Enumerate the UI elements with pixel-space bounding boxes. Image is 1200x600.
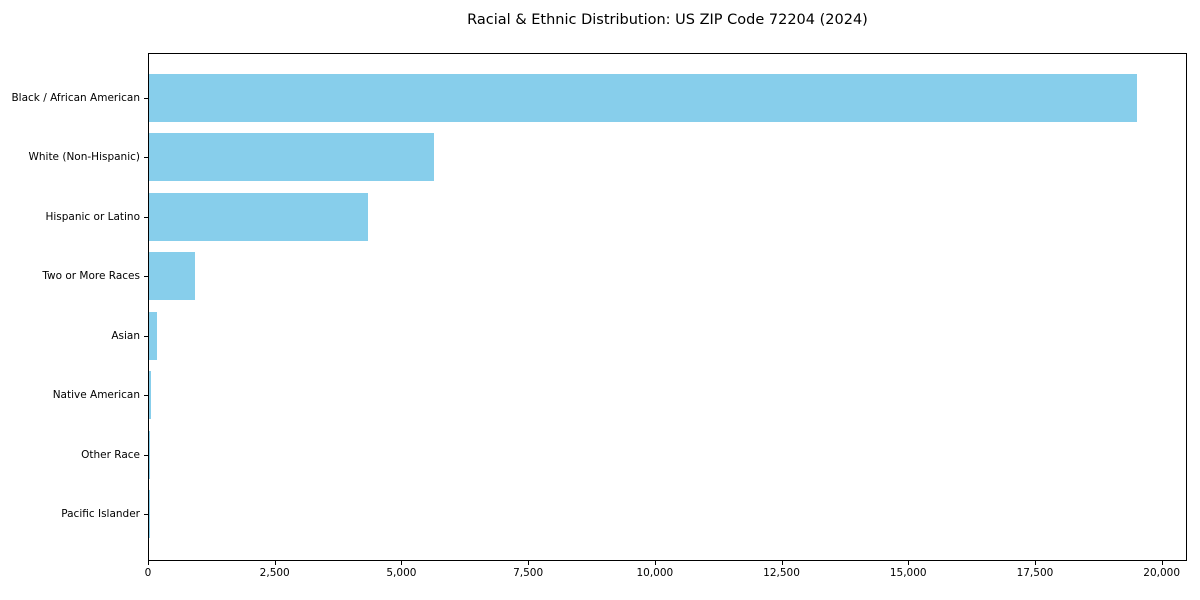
y-tick-mark: [144, 97, 148, 99]
y-tick-mark: [144, 335, 148, 337]
bar-asian: [149, 311, 157, 360]
y-tick-mark: [144, 276, 148, 278]
x-tick-mark: [401, 561, 403, 565]
y-tick-label-pacific-islander: Pacific Islander: [61, 508, 140, 521]
x-tick-label: 15,000: [889, 567, 927, 579]
x-tick-label: 17,500: [1016, 567, 1054, 579]
y-tick-mark: [144, 514, 148, 516]
x-tick-mark: [274, 561, 276, 565]
y-tick-label-hispanic-or-latino: Hispanic or Latino: [45, 210, 140, 223]
x-tick-label: 12,500: [763, 567, 800, 579]
x-tick-mark: [781, 561, 783, 565]
bar-white-non-hispanic: [149, 133, 434, 182]
x-tick-label: 10,000: [636, 567, 674, 579]
y-tick-label-two-or-more-races: Two or More Races: [42, 270, 140, 283]
x-tick-mark: [908, 561, 910, 565]
y-tick-mark: [144, 216, 148, 218]
bar-black-african-american: [149, 73, 1138, 122]
x-tick-label: 5,000: [386, 567, 417, 579]
y-tick-label-asian: Asian: [111, 329, 140, 342]
x-tick-mark: [148, 561, 149, 565]
y-tick-mark: [144, 454, 148, 456]
x-tick-label: 7,500: [513, 567, 544, 579]
y-tick-label-black-african-american: Black / African American: [11, 91, 140, 104]
chart-title: Racial & Ethnic Distribution: US ZIP Cod…: [467, 12, 868, 28]
x-tick-mark: [1161, 561, 1163, 565]
x-tick-mark: [528, 561, 530, 565]
bar-two-or-more-races: [149, 252, 195, 301]
y-tick-mark: [144, 157, 148, 159]
x-tick-mark: [1034, 561, 1036, 565]
bar-hispanic-or-latino: [149, 192, 369, 241]
x-tick-label: 2,500: [259, 567, 290, 579]
y-tick-label-other-race: Other Race: [81, 448, 140, 461]
x-tick-mark: [654, 561, 656, 565]
plot-area: [148, 53, 1187, 561]
x-tick-label: 20,000: [1143, 567, 1181, 579]
y-tick-label-white-non-hispanic: White (Non-Hispanic): [28, 151, 140, 164]
y-tick-mark: [144, 395, 148, 397]
bar-other-race: [149, 430, 150, 479]
y-tick-label-native-american: Native American: [52, 389, 140, 402]
bar-native-american: [149, 371, 152, 420]
x-tick-label: 0: [144, 567, 152, 579]
